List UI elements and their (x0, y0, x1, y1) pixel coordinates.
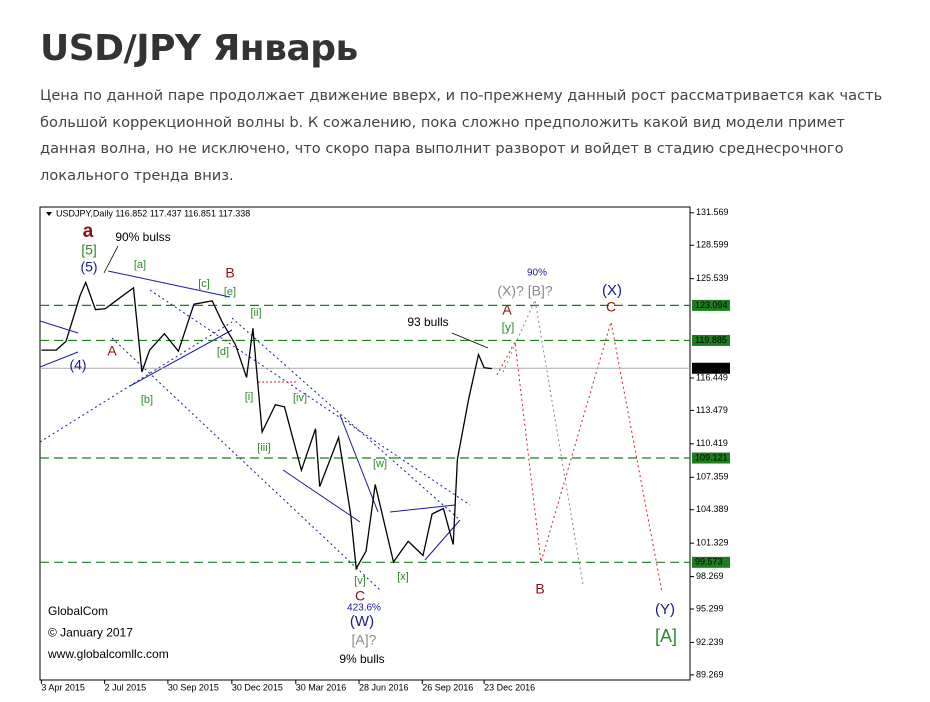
wave-label: 90% bulss (115, 230, 170, 244)
level-box (692, 334, 730, 346)
x-tick-label: 30 Mar 2016 (296, 682, 347, 692)
wave-label: [a] (134, 259, 146, 271)
wave-label: B (535, 581, 544, 597)
x-tick-label: 23 Dec 2016 (484, 682, 535, 692)
wave-label: a (83, 221, 94, 242)
y-tick-label: 125.539 (696, 273, 729, 283)
paragraph: Цена по данной паре продолжает движение … (40, 87, 883, 184)
wave-label: [ii] (251, 307, 262, 319)
wave-label: (X)? [B]? (497, 283, 552, 299)
wave-label: (Y) (655, 601, 675, 618)
wave-label: 90% (527, 268, 547, 279)
y-tick-label: 131.569 (696, 207, 729, 217)
wave-label: A (502, 302, 512, 318)
wave-label: (5) (80, 259, 97, 275)
y-tick-label: 107.359 (696, 472, 729, 482)
wave-label: (X) (602, 282, 622, 299)
y-tick-label: 98.269 (696, 571, 724, 581)
level-label: 119.885 (695, 335, 727, 345)
level-box (692, 556, 730, 568)
y-tick-label: 92.239 (696, 637, 724, 647)
symbol-info: USDJPY,Daily 116.852 117.437 116.851 117… (56, 208, 250, 218)
y-tick-label: 110.419 (696, 438, 728, 448)
y-tick-label: 104.389 (696, 504, 729, 514)
channel-lines (40, 289, 471, 591)
pointer (451, 332, 489, 349)
wave-label: [5] (81, 242, 97, 258)
wave-label: B (225, 265, 234, 281)
wave-label: [A]? (352, 632, 377, 648)
wave-label: (4) (69, 357, 86, 373)
wave-label: (W) (350, 613, 374, 630)
wave-label: [d] (217, 346, 229, 358)
wave-label: [iv] (293, 392, 307, 404)
level-label: 99.573 (695, 557, 723, 567)
forecast-path (502, 298, 584, 586)
wave-label: [b] (141, 394, 153, 406)
x-tick-label: 26 Sep 2016 (422, 682, 473, 692)
y-tick-label: 95.299 (696, 603, 724, 613)
wave-label: [e] (224, 286, 236, 298)
wave-label: 423.6% (347, 603, 381, 614)
menu-arrow (46, 212, 52, 216)
level-box (692, 299, 730, 311)
last-price-box (692, 362, 730, 374)
page-title: USD/JPY Январь (40, 28, 358, 69)
x-tick-label: 30 Dec 2015 (232, 682, 283, 692)
wave-label: [y] (502, 320, 515, 334)
plot-frame (39, 206, 691, 681)
y-tick-label: 89.269 (696, 669, 724, 679)
level-label: 123.094 (695, 300, 728, 310)
wave-label: A (107, 343, 117, 359)
wave-label: C (606, 299, 616, 315)
pointer (103, 245, 119, 274)
footer-text: GlobalCom (48, 604, 108, 618)
wave-label: C (355, 588, 365, 604)
wave-label: [v] (354, 575, 366, 587)
drawings (40, 245, 663, 593)
footer-text: © January 2017 (48, 626, 133, 640)
x-tick-label: 30 Sep 2015 (168, 682, 219, 692)
price-line (41, 280, 492, 571)
x-tick-label: 28 Jun 2016 (359, 682, 409, 692)
wave-label: 93 bulls (407, 315, 448, 329)
wave-label: 9% bulls (339, 652, 384, 666)
trend-lines (40, 270, 461, 561)
level-box (692, 452, 730, 464)
header: USD/JPY Январь Цена по данной паре продо… (40, 28, 890, 189)
wave-label: [iii] (257, 442, 270, 454)
level-label: 109.121 (695, 452, 728, 462)
forecast-path (496, 321, 663, 593)
x-tick-label: 2 Jul 2015 (105, 682, 147, 692)
last-price-label: 117.338 (695, 363, 727, 373)
y-tick-label: 128.599 (696, 240, 729, 250)
y-tick-label: 113.479 (696, 405, 728, 415)
wave-label: [i] (245, 391, 254, 403)
wave-label: [x] (397, 571, 409, 583)
wave-label: [c] (198, 278, 210, 290)
wave-label: [A] (655, 626, 677, 646)
footer-text: www.globalcomllc.com (47, 647, 169, 661)
y-tick-label: 116.449 (696, 372, 728, 382)
y-tick-label: 101.329 (696, 538, 729, 548)
wave-label: [w] (373, 458, 387, 470)
x-tick-label: 3 Apr 2015 (41, 682, 85, 692)
